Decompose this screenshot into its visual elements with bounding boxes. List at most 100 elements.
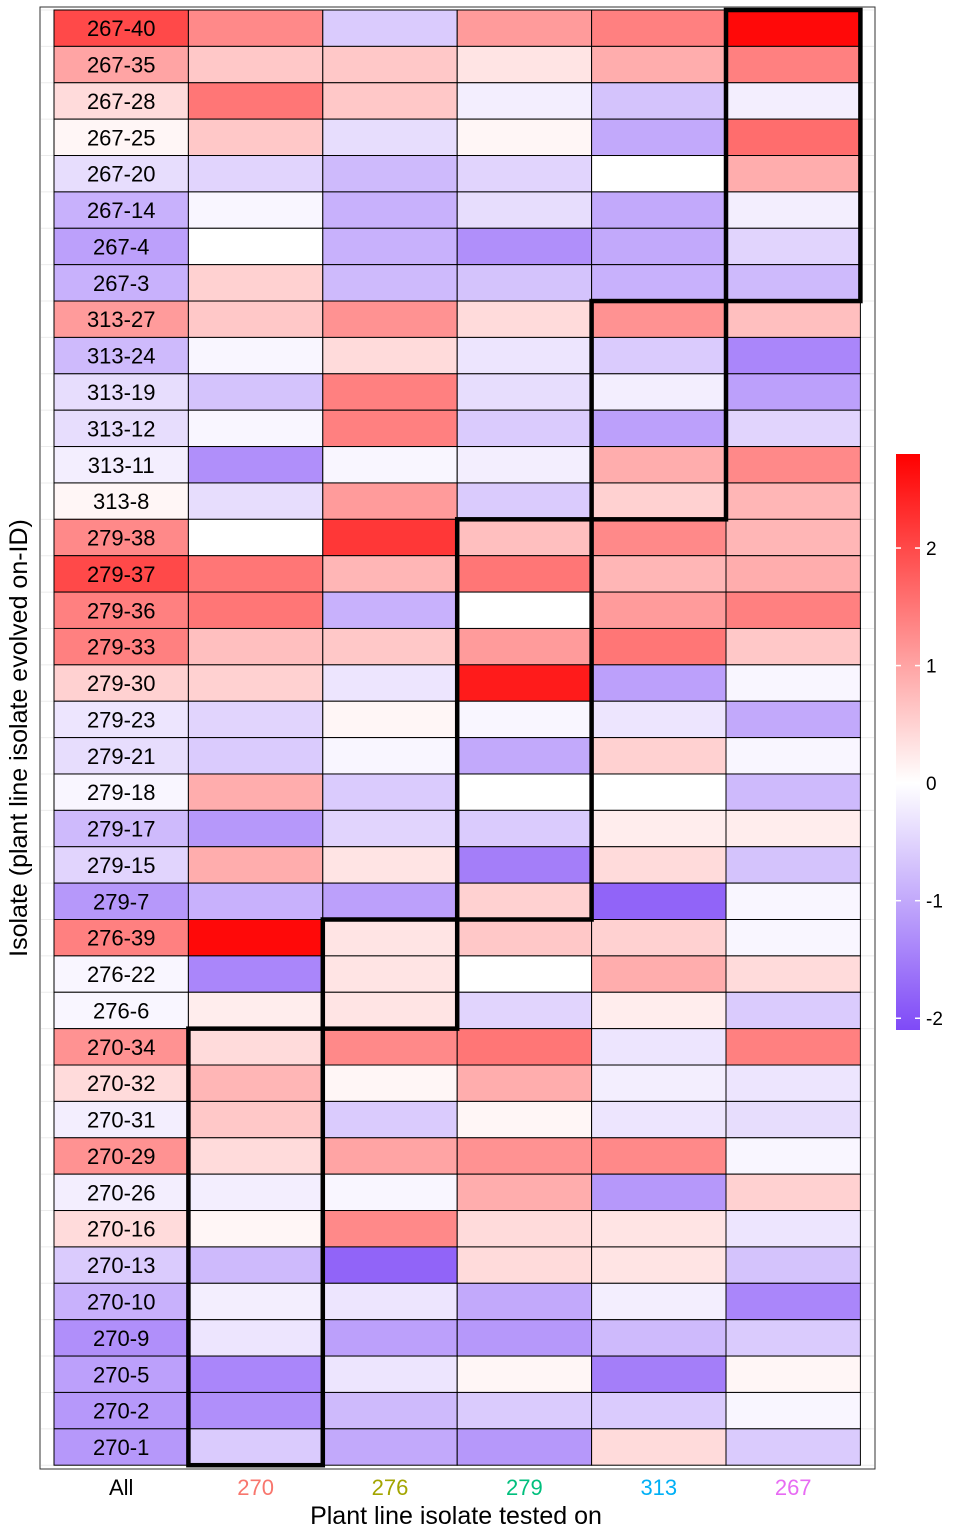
heatmap-cell [725, 1319, 861, 1357]
heatmap-cell [53, 737, 189, 775]
heatmap-cell [53, 1319, 189, 1357]
heatmap-cell [591, 555, 727, 593]
heatmap-cell [187, 1246, 324, 1284]
heatmap-cell [187, 1428, 324, 1466]
heatmap-cell [187, 155, 324, 193]
heatmap-cell [456, 555, 593, 593]
heatmap-cell [53, 118, 189, 157]
heatmap-cell [187, 118, 324, 157]
row-label: 270-10 [87, 1289, 156, 1314]
heatmap-cell [456, 1428, 593, 1466]
column-label: 313 [640, 1475, 677, 1500]
row-label: 267-20 [87, 162, 156, 187]
row-label: 270-1 [93, 1435, 149, 1460]
heatmap-cell [725, 1391, 861, 1430]
heatmap-cell [725, 1173, 861, 1212]
heatmap-cell [456, 409, 593, 448]
heatmap-cell [322, 1282, 458, 1321]
heatmap-cell [187, 882, 324, 920]
heatmap-cell [322, 518, 458, 557]
heatmap-cell [322, 1319, 458, 1357]
heatmap-cell [53, 773, 189, 811]
heatmap-cell [53, 664, 189, 702]
heatmap-cell [53, 155, 189, 193]
heatmap-cell [187, 955, 324, 993]
heatmap-cell [322, 409, 458, 448]
heatmap-cell [725, 627, 861, 666]
heatmap-cell [456, 155, 593, 193]
heatmap-cell [322, 227, 458, 266]
heatmap-cell [591, 300, 727, 338]
heatmap-cell [187, 627, 324, 666]
row-label: 313-11 [88, 453, 155, 478]
heatmap-cell [591, 191, 727, 229]
heatmap-cell [322, 1064, 458, 1102]
heatmap-cell [456, 1137, 593, 1175]
heatmap-cell [187, 446, 324, 484]
heatmap-cell [456, 991, 593, 1030]
row-labels: 267-40 267-35 267-28 267-25 267-20 267-14 267-… [87, 16, 156, 1460]
heatmap-cell [725, 1246, 861, 1284]
row-label: 279-30 [87, 671, 156, 696]
heatmap-cell [591, 336, 727, 375]
heatmap-cell [53, 1137, 189, 1175]
heatmap-cell [187, 1210, 324, 1248]
heatmap-cell [725, 1428, 861, 1466]
heatmap-cell [456, 82, 593, 120]
heatmap-cell [53, 991, 189, 1030]
heatmap-cell [456, 227, 593, 266]
heatmap-cell [456, 446, 593, 484]
heatmap-cell [456, 773, 593, 811]
heatmap-cell [725, 373, 861, 411]
heatmap-cell [725, 518, 861, 557]
column-label: 267 [775, 1475, 812, 1500]
row-label: 279-17 [87, 817, 156, 842]
heatmap-cell [322, 1391, 458, 1430]
heatmap-cell [725, 300, 861, 338]
y-axis-title: Isolate (plant line isolate evolved on-I… [5, 519, 33, 957]
heatmap-cell [591, 45, 727, 84]
legend-tick-label: 2 [926, 539, 937, 560]
heatmap-cell [187, 482, 324, 520]
heatmap-cell [322, 1100, 458, 1139]
heatmap-cell [591, 1428, 727, 1466]
legend-colorbar [896, 454, 920, 1030]
heatmap-cell [725, 664, 861, 702]
heatmap-cell [456, 1319, 593, 1357]
x-axis-title: Plant line isolate tested on [310, 1502, 602, 1530]
heatmap-cell [187, 1100, 324, 1139]
heatmap-cell [187, 45, 324, 84]
row-label: 270-5 [93, 1362, 149, 1387]
heatmap-cell [456, 1282, 593, 1321]
heatmap-cell [53, 1028, 189, 1066]
column-label: 279 [506, 1475, 543, 1500]
heatmap-cell [456, 191, 593, 229]
highlight-block [186, 1026, 326, 1468]
heatmap-cell [53, 809, 189, 848]
heatmap-cell [187, 1319, 324, 1357]
heatmap-cell [187, 991, 324, 1030]
heatmap-cell [53, 627, 189, 666]
heatmap-cell [53, 1391, 189, 1430]
heatmap-cell [322, 1355, 458, 1393]
heatmap-cell [187, 591, 324, 629]
heatmap-cell [456, 1173, 593, 1212]
heatmap-cell [322, 1173, 458, 1212]
heatmap-cell [322, 45, 458, 84]
heatmap-cell [456, 591, 593, 629]
heatmap-cell [591, 1210, 727, 1248]
heatmap-cell [322, 1028, 458, 1066]
row-label: 270-32 [87, 1071, 156, 1096]
heatmap-cell [725, 118, 861, 157]
heatmap-cell [456, 1064, 593, 1102]
heatmap-cell [187, 1355, 324, 1393]
heatmap-cell [725, 1137, 861, 1175]
heatmap-cell [187, 1028, 324, 1066]
heatmap-cell [187, 555, 324, 593]
heatmap-cell [591, 409, 727, 448]
heatmap-cell [456, 482, 593, 520]
heatmap-cell [456, 336, 593, 375]
heatmap-cell [725, 155, 861, 193]
heatmap-cell [187, 373, 324, 411]
heatmap-cell [591, 227, 727, 266]
